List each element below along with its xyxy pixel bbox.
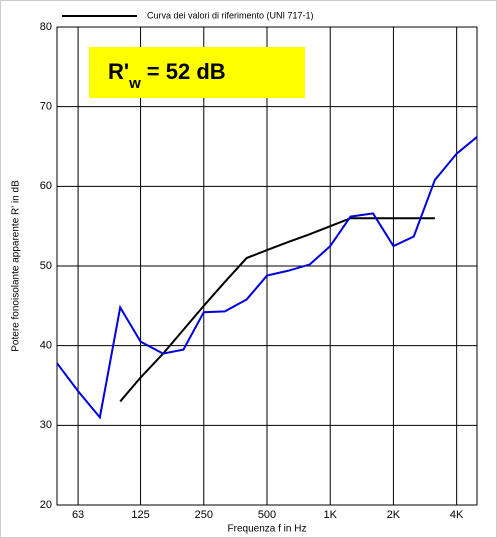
legend-label: Curva dei valori di riferimento (UNI 717… [147, 10, 314, 20]
x-tick-label: 500 [258, 509, 276, 521]
y-tick-label: 30 [40, 419, 52, 431]
x-tick-label: 1K [323, 509, 337, 521]
x-tick-label: 2K [387, 509, 401, 521]
y-tick-label: 50 [40, 260, 52, 272]
data-line [56, 136, 478, 420]
y-tick-label: 60 [40, 180, 52, 192]
x-tick-label: 63 [72, 509, 84, 521]
y-tick-label: 40 [40, 340, 52, 352]
annotation-box [89, 47, 305, 98]
y-axis-label: Potere fonoisolante apparente R' in dB [11, 180, 22, 352]
annotation: R'w = 52 dB [108, 59, 226, 92]
annotation-main: R' [108, 59, 129, 84]
annotation-rest: = 52 dB [147, 59, 226, 84]
x-axis-label: Frequenza f in Hz [228, 524, 307, 535]
x-tick-label: 4K [450, 509, 464, 521]
annotation-sub: w [128, 75, 141, 92]
data-line [119, 217, 435, 403]
y-tick-label: 80 [40, 21, 52, 33]
y-tick-label: 70 [40, 101, 52, 113]
x-tick-label: 250 [195, 509, 213, 521]
y-tick-label: 20 [40, 499, 52, 511]
x-tick-label: 125 [131, 509, 149, 521]
